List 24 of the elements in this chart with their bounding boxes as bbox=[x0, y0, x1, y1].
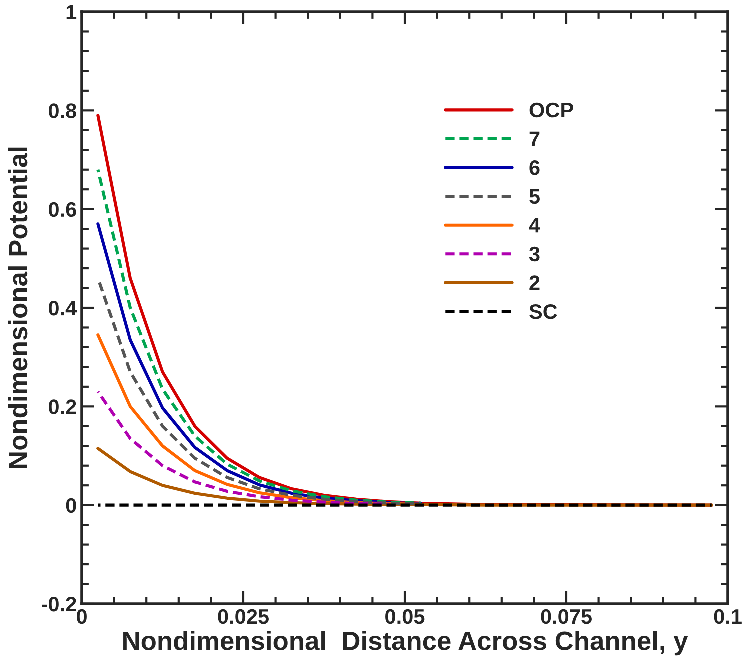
y-tick-label: 0.4 bbox=[49, 301, 78, 316]
x-tick-label: 0.025 bbox=[218, 609, 269, 624]
legend-label: OCP bbox=[530, 102, 574, 118]
y-tick-label: 0.2 bbox=[49, 400, 76, 414]
x-tick-label: 0.1 bbox=[714, 609, 742, 624]
x-axis-title: Nondimensional Distance Across Channel, y bbox=[124, 631, 688, 656]
legend-label: 3 bbox=[529, 246, 540, 262]
line-series bbox=[96, 168, 423, 505]
y-tick-label: 0.6 bbox=[49, 202, 76, 218]
legend-label: 7 bbox=[530, 132, 540, 146]
y-tick-label: 0 bbox=[66, 498, 76, 514]
line-series bbox=[96, 390, 390, 506]
legend-label: 6 bbox=[530, 160, 540, 176]
y-axis-title: Nondimensional Potential bbox=[8, 148, 28, 468]
x-tick-label: 0.075 bbox=[541, 609, 592, 624]
y-tick-label: 1 bbox=[66, 5, 77, 20]
legend-label: 4 bbox=[529, 218, 540, 233]
legend-label: SC bbox=[530, 304, 558, 320]
y-tick-label: -0.2 bbox=[42, 597, 76, 612]
x-tick-label: 0.05 bbox=[386, 609, 425, 624]
y-tick-label: 0.8 bbox=[49, 104, 76, 118]
x-tick-label: 0 bbox=[77, 609, 87, 624]
legend-label: 2 bbox=[530, 276, 540, 290]
legend-label: 5 bbox=[530, 190, 540, 204]
